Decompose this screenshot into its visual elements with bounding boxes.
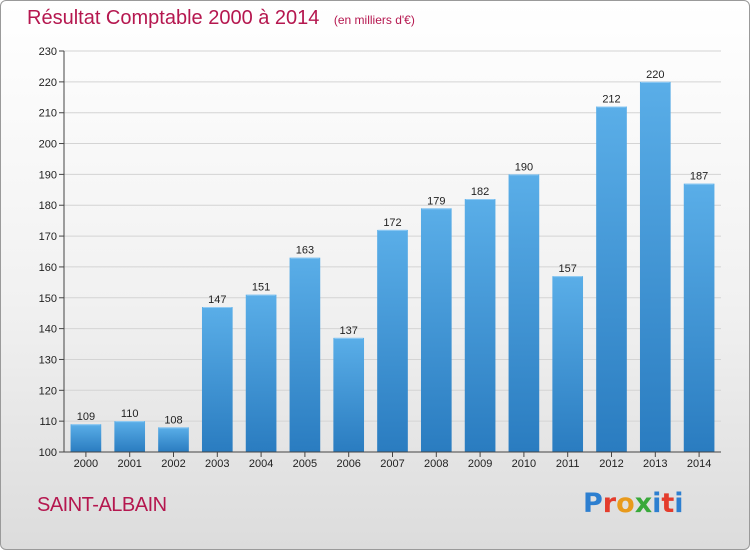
x-tick-label: 2005 — [293, 458, 317, 470]
value-label: 137 — [340, 325, 358, 337]
x-tick-label: 2003 — [205, 458, 229, 470]
y-tick-label: 180 — [39, 200, 57, 212]
y-tick-label: 220 — [39, 77, 57, 89]
x-tick-label: 2012 — [599, 458, 623, 470]
bar — [70, 424, 102, 452]
x-tick-label: 2009 — [468, 458, 492, 470]
value-label: 109 — [77, 411, 95, 423]
bar — [377, 229, 408, 452]
brand-letter: i — [674, 488, 684, 519]
bar — [639, 81, 671, 452]
axes — [59, 50, 721, 457]
y-tick-label: 160 — [39, 262, 57, 274]
brand-letter: P — [583, 488, 603, 519]
value-label: 147 — [208, 294, 226, 306]
value-label: 172 — [383, 217, 401, 229]
x-tick-label: 2004 — [249, 458, 273, 470]
y-tick-label: 130 — [39, 354, 57, 366]
y-tick-label: 140 — [39, 324, 57, 336]
x-tick-labels: 2000 2001 2002 2003 2004 2005 2006 2007 2008 2009… — [74, 458, 712, 470]
brand-letter: i — [652, 488, 662, 519]
x-tick-label: 2008 — [424, 458, 448, 470]
bar — [245, 294, 277, 452]
x-tick-label: 2000 — [74, 458, 98, 470]
y-tick-label: 190 — [39, 169, 57, 181]
value-label: 187 — [690, 171, 708, 183]
value-labels: 109 110 108 147 151 163 137 172 179 182 190 157 212 2… — [77, 69, 709, 426]
y-tick-label: 210 — [39, 108, 57, 120]
city-name: SAINT-ALBAIN — [37, 494, 167, 516]
bar — [114, 421, 146, 452]
brand-letter: r — [602, 488, 617, 519]
y-tick-label: 120 — [39, 385, 57, 397]
value-label: 220 — [646, 69, 664, 81]
x-tick-label: 2007 — [380, 458, 404, 470]
y-tick-labels: 100 110 120 130 140 150 160 170 180 190 200 210 220 2… — [39, 46, 57, 459]
value-label: 190 — [515, 161, 533, 173]
brand-letter: x — [634, 488, 653, 519]
brand-letter: o — [616, 488, 635, 519]
y-tick-label: 170 — [39, 231, 57, 243]
value-label: 151 — [252, 282, 270, 294]
chart-title: Résultat Comptable 2000 à 2014 — [27, 7, 320, 29]
bar — [289, 257, 321, 452]
x-tick-label: 2002 — [161, 458, 185, 470]
bar — [201, 307, 233, 452]
brand-logo: Proxiti — [583, 488, 684, 519]
x-tick-label: 2006 — [336, 458, 360, 470]
bar — [420, 208, 452, 452]
value-label: 108 — [164, 414, 182, 426]
x-tick-label: 2013 — [643, 458, 667, 470]
bar — [158, 427, 189, 452]
x-tick-label: 2010 — [512, 458, 536, 470]
y-tick-label: 230 — [39, 46, 57, 58]
value-label: 212 — [602, 94, 620, 106]
bar — [683, 183, 715, 452]
bar — [596, 106, 627, 453]
value-label: 163 — [296, 245, 314, 257]
bar — [333, 337, 365, 452]
x-tick-label: 2014 — [687, 458, 711, 470]
bar — [552, 276, 584, 452]
x-tick-label: 2011 — [556, 458, 580, 470]
chart-subtitle: (en milliers d'€) — [333, 13, 415, 27]
x-tick-label: 2001 — [117, 458, 141, 470]
title-row: Résultat Comptable 2000 à 2014 (en milli… — [27, 7, 415, 30]
value-label: 179 — [427, 195, 445, 207]
y-tick-label: 110 — [39, 416, 57, 428]
value-label: 157 — [559, 263, 577, 275]
y-tick-label: 200 — [39, 139, 57, 151]
y-tick-label: 150 — [39, 293, 57, 305]
y-tick-label: 100 — [39, 447, 57, 459]
bars — [70, 81, 715, 453]
value-label: 182 — [471, 186, 489, 198]
brand-letter: t — [661, 488, 675, 519]
bar — [464, 199, 496, 452]
bar — [508, 174, 540, 452]
value-label: 110 — [121, 408, 139, 420]
